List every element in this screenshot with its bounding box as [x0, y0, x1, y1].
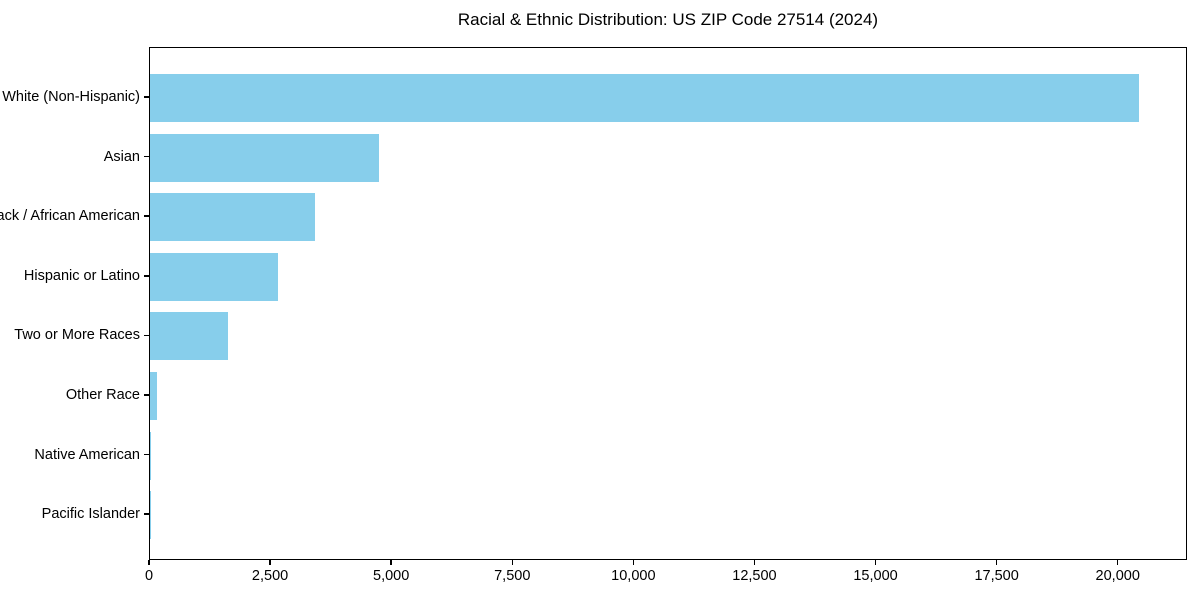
y-axis-tick [144, 334, 149, 337]
x-axis-tick [632, 560, 635, 565]
x-tick-label: 20,000 [1095, 568, 1140, 584]
x-axis-tick [753, 560, 756, 565]
y-axis-tick [144, 96, 149, 98]
y-tick-label: Other Race [65, 387, 140, 403]
x-tick-label: 12,500 [732, 568, 777, 584]
x-axis-tick [390, 560, 392, 565]
x-axis-tick [1116, 560, 1119, 565]
y-tick-label: Pacific Islander [41, 506, 140, 523]
x-tick-label: 10,000 [611, 568, 656, 584]
bar-hispanic-or-latino [150, 252, 279, 301]
y-axis-tick [144, 394, 149, 396]
y-axis-tick [144, 453, 149, 456]
plot-area [149, 47, 1187, 560]
x-axis-tick [148, 560, 150, 565]
chart-title: Racial & Ethnic Distribution: US ZIP Cod… [457, 10, 879, 29]
bar-native-american [150, 431, 152, 480]
bar-two-or-more-races [150, 312, 229, 361]
x-axis-tick [874, 560, 877, 565]
x-tick-label: 2,500 [251, 568, 289, 584]
y-axis-tick [144, 513, 149, 515]
y-tick-label: Hispanic or Latino [23, 267, 140, 284]
bar-black-african-american [150, 193, 316, 242]
x-axis-tick [995, 560, 998, 565]
bar-other-race [150, 372, 158, 420]
x-tick-label: 5,000 [373, 568, 410, 584]
y-tick-label: White (Non-Hispanic) [2, 89, 140, 105]
y-axis-tick [144, 275, 149, 277]
x-axis-tick [511, 560, 514, 565]
x-tick-label: 15,000 [853, 568, 898, 584]
bar-pacific-islander [150, 491, 151, 540]
x-axis-tick [269, 560, 271, 565]
x-tick-label: 0 [144, 568, 154, 584]
bar-white-non-hispanic [150, 74, 1139, 122]
y-tick-label: Asian [103, 148, 140, 165]
y-tick-label: Native American [34, 446, 140, 463]
y-axis-tick [144, 215, 149, 217]
bar-asian [150, 133, 380, 182]
y-tick-label: Black / African American [0, 208, 140, 225]
x-tick-label: 17,500 [974, 568, 1019, 584]
y-tick-label: Two or More Races [14, 327, 140, 344]
x-tick-label: 7,500 [494, 568, 531, 584]
y-axis-tick [144, 155, 149, 158]
